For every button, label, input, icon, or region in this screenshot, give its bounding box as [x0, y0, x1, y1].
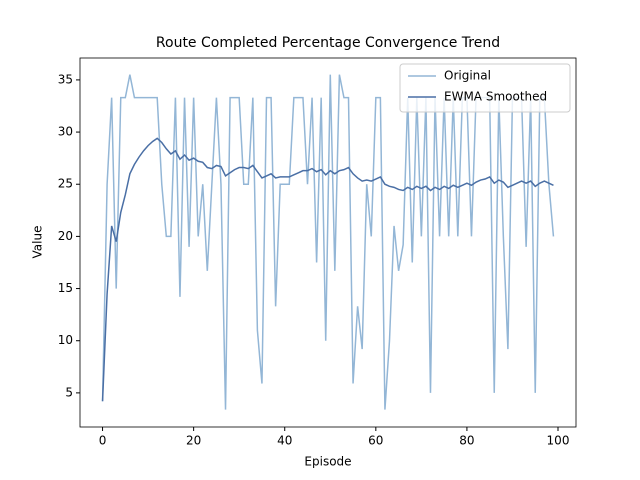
y-tick-label: 20	[58, 229, 73, 243]
plot-frame	[79, 57, 577, 428]
chart-title: Route Completed Percentage Convergence T…	[156, 35, 500, 51]
legend-label: Original	[444, 69, 491, 83]
y-tick-label: 10	[58, 333, 73, 347]
x-tick-label: 0	[99, 434, 107, 448]
series-line	[101, 137, 554, 402]
x-tick-label: 100	[547, 434, 570, 448]
y-tick-label: 25	[58, 177, 73, 191]
legend-box	[399, 63, 571, 113]
y-tick-label: 30	[58, 125, 73, 139]
x-axis-label: Episode	[304, 455, 351, 469]
y-tick-label: 35	[58, 72, 73, 86]
x-tick-label: 20	[186, 434, 201, 448]
y-axis-label: Value	[31, 226, 45, 259]
y-tick-label: 15	[58, 281, 73, 295]
series-line	[101, 74, 555, 410]
y-tick-label: 5	[65, 385, 73, 399]
legend-label: EWMA Smoothed	[444, 90, 547, 104]
x-tick-label: 60	[368, 434, 383, 448]
x-tick-label: 40	[277, 434, 292, 448]
x-tick-label: 80	[459, 434, 474, 448]
